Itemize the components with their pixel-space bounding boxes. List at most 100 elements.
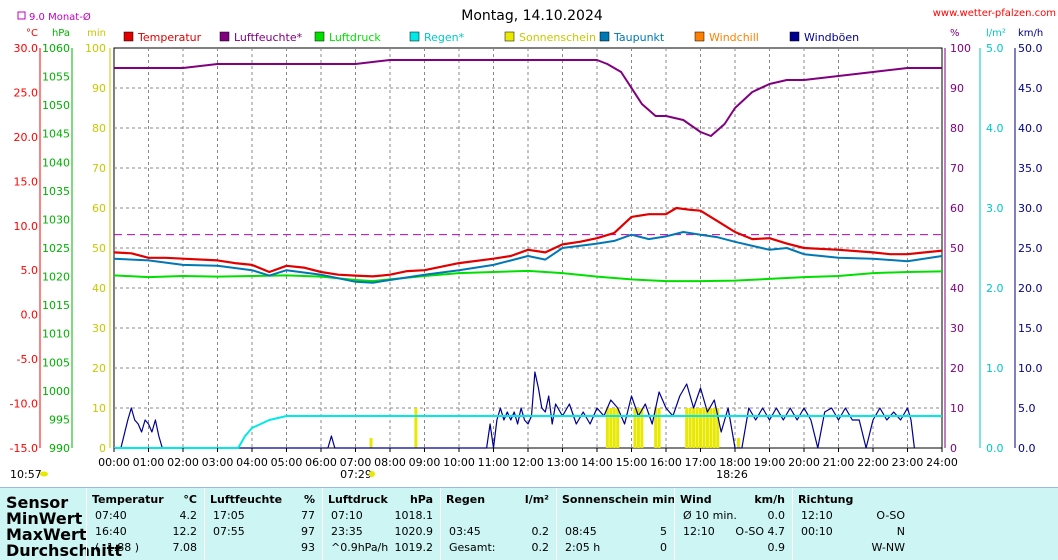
- stats-row-label: MinWert: [6, 509, 83, 528]
- right-axis-tick: 90: [950, 82, 964, 95]
- stats-column: Wind km/h Ø 10 min. 0.0 12:10 O-SO 4.7 0.9: [674, 488, 793, 560]
- x-tick-label: 07:00: [340, 456, 372, 469]
- sunshine-bar: [636, 408, 640, 448]
- sunshine-bar: [702, 408, 706, 448]
- series-layer: [113, 59, 943, 449]
- weather-chart: Montag, 14.10.2024 www.wetter-pfalzen.co…: [10, 8, 1056, 481]
- stats-cell-left: 17:05: [213, 509, 245, 522]
- right-axis-unit: l/m²: [986, 28, 1006, 39]
- chart-title: Montag, 14.10.2024: [461, 8, 603, 24]
- legend-label: Luftfeuchte*: [234, 31, 303, 44]
- left-axis-tick: 1050: [42, 99, 70, 112]
- stats-row-label: Durchschnitt: [6, 541, 123, 560]
- left-axis-tick: 1055: [42, 71, 70, 84]
- stats-cell-right: O-SO 4.7: [735, 525, 785, 538]
- stats-column: Sonnenschein min 08:45 5 2:05 h 0: [556, 488, 675, 560]
- sunshine-bar: [654, 408, 658, 448]
- legend-label: Windböen: [804, 31, 859, 44]
- sunshine-bar: [709, 408, 713, 448]
- left-axis-tick: 15.0: [14, 175, 39, 188]
- right-axis-tick: 40: [950, 282, 964, 295]
- sunrise-time: 07:29: [340, 468, 372, 481]
- stats-cell-left: 07:40: [95, 509, 127, 522]
- site-link[interactable]: www.wetter-pfalzen.com: [933, 8, 1056, 19]
- sunshine-bar: [705, 408, 709, 448]
- stats-cell-left: ^0.9hPa/h: [331, 541, 389, 554]
- left-axis-tick: 40: [92, 282, 106, 295]
- stats-cell-right: 0.2: [531, 541, 550, 554]
- stats-cell-right: N: [896, 525, 905, 538]
- stats-col-header: Luftfeuchte: [210, 493, 283, 506]
- legend-swatch: [219, 31, 230, 42]
- left-axis-tick: 995: [49, 413, 70, 426]
- left-axis-tick: 10.0: [14, 220, 39, 233]
- x-tick-label: 02:00: [167, 456, 199, 469]
- left-axis-tick: 1040: [42, 156, 70, 169]
- stats-cell-left: 08:45: [565, 525, 597, 538]
- right-axis-tick: 5.0: [1018, 402, 1036, 415]
- left-axis-tick: 1000: [42, 385, 70, 398]
- right-axis-tick: 3.0: [986, 202, 1004, 215]
- x-tick-label: 04:00: [236, 456, 268, 469]
- legend-swatch: [409, 31, 420, 42]
- x-tick-label: 01:00: [133, 456, 165, 469]
- stats-col-header: Richtung: [798, 493, 854, 506]
- stats-cell-right: 97: [301, 525, 315, 538]
- stats-cell-right: 7.08: [172, 541, 198, 554]
- stats-cell-right: 0.2: [531, 525, 550, 538]
- left-axis-tick: 1035: [42, 185, 70, 198]
- left-axis-unit: °C: [26, 28, 38, 39]
- legend: Temperatur Luftfeuchte* Luftdruck Regen* Son…: [123, 31, 859, 44]
- right-axis-tick: 10.0: [1018, 362, 1043, 375]
- x-tick-label: 00:00: [98, 456, 130, 469]
- right-axis-tick: 45.0: [1018, 82, 1043, 95]
- sunshine-bar: [716, 408, 720, 448]
- sun-icon: [369, 471, 375, 477]
- right-axis-tick: 30.0: [1018, 202, 1043, 215]
- right-axis-tick: 50.0: [1018, 42, 1043, 55]
- stats-cell-right: 5: [660, 525, 667, 538]
- right-axis-tick: 0: [950, 442, 957, 455]
- left-axis-tick: 100: [85, 42, 106, 55]
- sunset-time: 18:26: [716, 468, 748, 481]
- right-axis-tick: 50: [950, 242, 964, 255]
- left-axis-tick: 30: [92, 322, 106, 335]
- x-tick-label: 06:00: [305, 456, 337, 469]
- monthly-avg-label: 9.0 Monat-Ø: [29, 11, 91, 23]
- stats-cell-left: 16:40: [95, 525, 127, 538]
- sunshine-bar: [612, 408, 616, 448]
- x-tick-label: 12:00: [512, 456, 544, 469]
- left-axis-unit: min: [87, 28, 106, 39]
- stats-table: Sensor MinWert MaxWert Durchschnitt Temperat…: [0, 487, 1058, 560]
- left-axis-tick: -15.0: [10, 442, 38, 455]
- legend-label: Luftdruck: [329, 31, 381, 44]
- gust-line: [114, 371, 915, 449]
- stats-col-header: Luftdruck: [328, 493, 388, 506]
- stats-column: Temperatur °C 07:40 4.2 16:40 12.2 ( -1.88 ) 7.…: [86, 488, 205, 560]
- legend-swatch: [789, 31, 800, 42]
- sunshine-bar: [692, 408, 696, 448]
- x-tick-label: 19:00: [754, 456, 786, 469]
- right-axis-tick: 60: [950, 202, 964, 215]
- dewpoint-line: [113, 231, 943, 284]
- stats-col-header: Temperatur: [92, 493, 164, 506]
- x-tick-label: 18:00: [719, 456, 751, 469]
- left-axis-tick: 20.0: [14, 131, 39, 144]
- sunshine-bar: [712, 408, 716, 448]
- left-axis-tick: 1010: [42, 328, 70, 341]
- x-tick-label: 20:00: [788, 456, 820, 469]
- temperature-line: [113, 206, 943, 278]
- stats-cell-left: 07:55: [213, 525, 245, 538]
- sunshine-bar: [688, 408, 692, 448]
- stats-cell-left: ( -1.88 ): [95, 541, 140, 554]
- right-axis-tick: 20: [950, 362, 964, 375]
- stats-cell-right: 0.0: [767, 509, 786, 522]
- stats-cell-left: Gesamt:: [449, 541, 496, 554]
- right-axis-tick: 25.0: [1018, 242, 1043, 255]
- left-axis-tick: 1045: [42, 128, 70, 141]
- left-axis-tick: 0.0: [21, 309, 39, 322]
- sunshine-bar: [616, 408, 620, 448]
- stats-row-label: MaxWert: [6, 525, 87, 544]
- sunshine-bar: [695, 408, 699, 448]
- left-axis-tick: 50: [92, 242, 106, 255]
